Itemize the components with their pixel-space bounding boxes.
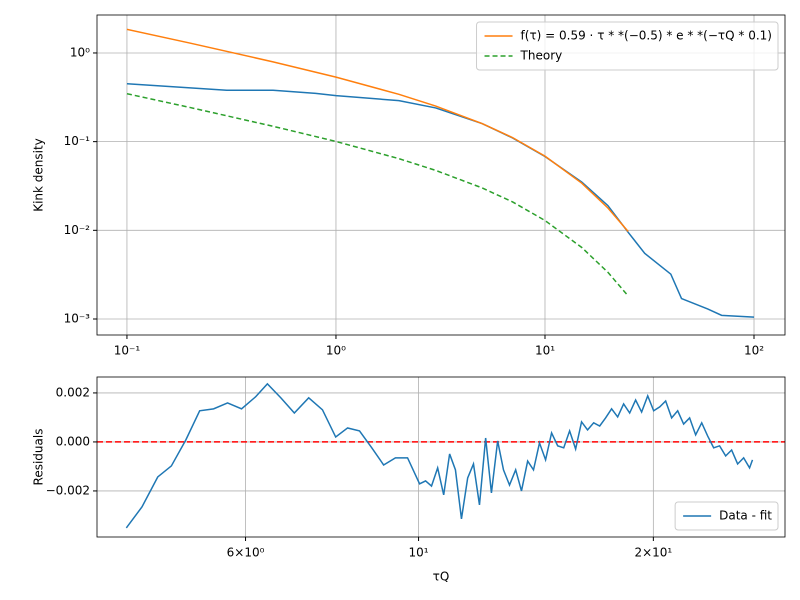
data-line bbox=[126, 28, 629, 233]
data-line bbox=[126, 82, 755, 318]
legend-box bbox=[674, 501, 779, 531]
y-tick-label: 0.002 bbox=[56, 385, 90, 399]
y-axis-label: Kink density bbox=[32, 138, 46, 212]
y-tick-label: −0.002 bbox=[46, 483, 90, 497]
axes-frame bbox=[96, 14, 786, 336]
legend-label: Theory bbox=[520, 49, 563, 63]
x-tick-label: 10⁻¹ bbox=[114, 344, 141, 358]
axes: 6×10⁰ 10¹ 2×10¹ −0.002 0.000 0.002 Residuals τQ… bbox=[32, 376, 786, 584]
data-line bbox=[125, 382, 754, 529]
x-axis-label: τQ bbox=[433, 570, 450, 584]
legend-label: f(τ) = 0.59 · τ * *(−0.5) * e * *(−τQ * … bbox=[521, 29, 772, 43]
x-tick-label: 10¹ bbox=[409, 546, 429, 560]
x-tick-label: 10⁰ bbox=[326, 344, 346, 358]
legend: f(τ) = 0.59 · τ * *(−0.5) * e * *(−τQ * … bbox=[476, 21, 779, 71]
x-tick-label: 6×10⁰ bbox=[227, 546, 265, 560]
x-tick-label: 10¹ bbox=[535, 344, 555, 358]
y-axis-label: Residuals bbox=[32, 429, 46, 486]
axes: 10⁻¹ 10⁰ 10¹ 10² 10⁻³ 10⁻² 10⁻¹ 10⁰ Kink density… bbox=[32, 14, 786, 358]
y-tick-label: 10⁻³ bbox=[64, 311, 91, 325]
y-tick-label: 10⁻¹ bbox=[64, 134, 91, 148]
y-tick-label: 0.000 bbox=[56, 434, 90, 448]
y-tick-label: 10⁰ bbox=[70, 45, 90, 59]
y-tick-label: 10⁻² bbox=[64, 223, 91, 237]
axes-frame bbox=[96, 376, 786, 538]
legend-label: Data - fit bbox=[719, 509, 772, 523]
data-line bbox=[126, 92, 629, 297]
legend: Data - fit bbox=[674, 501, 779, 531]
x-tick-label: 10² bbox=[744, 344, 764, 358]
x-tick-label: 2×10¹ bbox=[634, 546, 672, 560]
legend-box bbox=[476, 21, 779, 71]
